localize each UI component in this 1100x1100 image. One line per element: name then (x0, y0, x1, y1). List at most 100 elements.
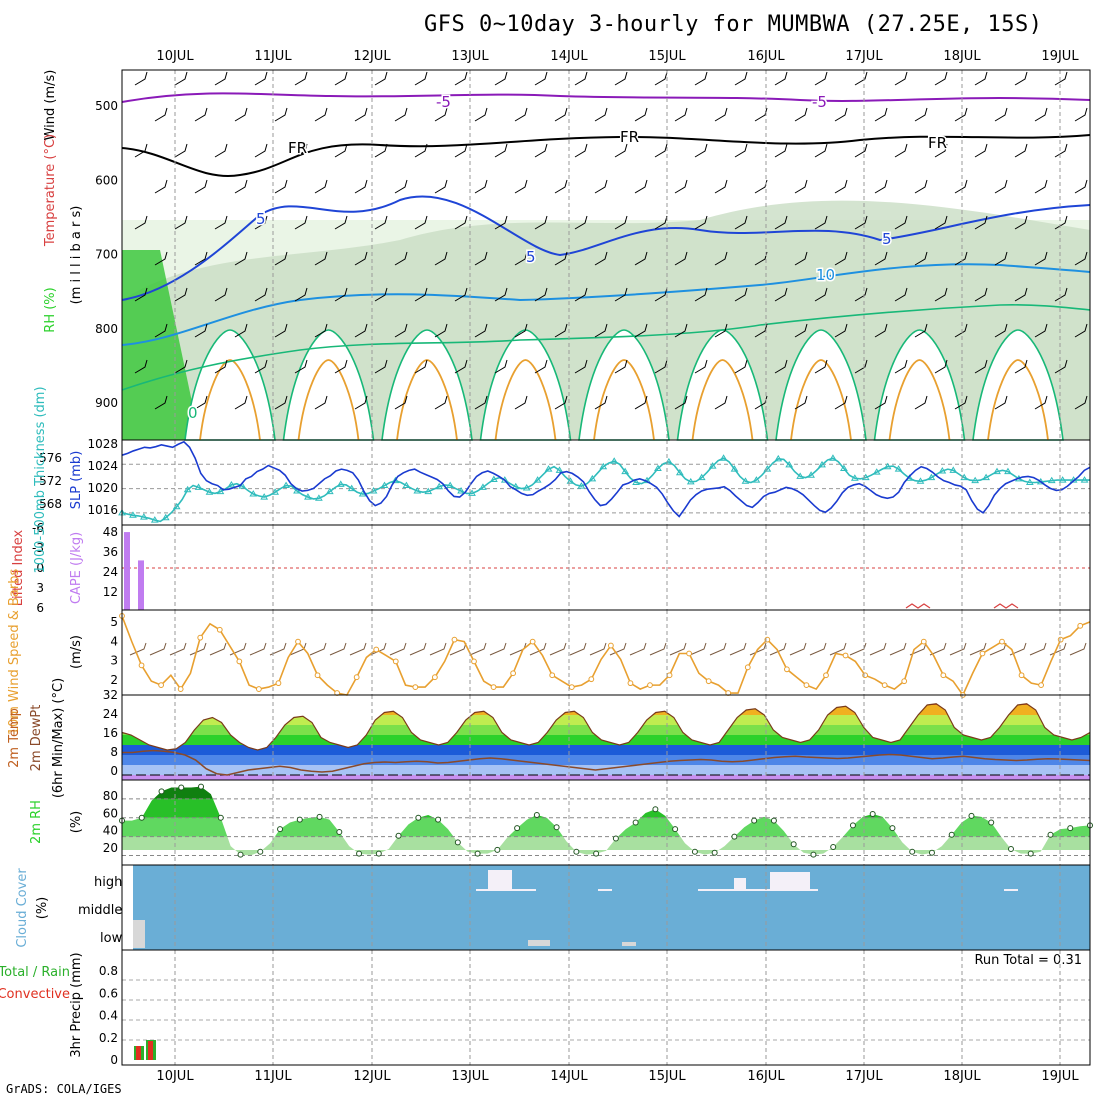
label-temp2m: 2m Temp (7, 708, 22, 768)
thickness-point (577, 482, 586, 489)
wind10-speed-point (1057, 636, 1064, 643)
wind-barb (854, 143, 868, 158)
wind10-barb (969, 642, 987, 656)
temp-bump-inner-0 (199, 359, 261, 441)
thickness-point (730, 465, 739, 472)
wind-barb (734, 71, 748, 86)
temp-band (122, 755, 1090, 765)
precip-tick: 0 (110, 1053, 118, 1067)
wind-barb (854, 287, 868, 302)
wind-barb (834, 251, 848, 266)
contour-5 (121, 195, 1091, 301)
wind-barb (534, 71, 548, 86)
wind-barb (754, 107, 768, 122)
wind-barb (794, 107, 808, 122)
wind-barb (534, 287, 548, 302)
wind-barb (314, 395, 328, 410)
wind10-speed-point (744, 664, 751, 671)
wind-barb (254, 215, 268, 230)
thickness-point (774, 454, 783, 462)
wind-barb (274, 395, 288, 410)
thickness-point (566, 477, 575, 484)
wind-barb (374, 71, 388, 86)
pressure-tick: 500 (95, 99, 118, 113)
thickness-point (993, 467, 1001, 475)
wind-barb (874, 395, 888, 410)
wind-barb (354, 107, 368, 122)
wind-barb (994, 251, 1008, 266)
wind10-speed-point (471, 658, 477, 665)
wind-barb (714, 179, 728, 194)
wind-barb (514, 251, 528, 266)
wind-barb (414, 359, 428, 374)
wind-barb (134, 287, 148, 302)
rh2m-point (395, 832, 402, 839)
wind10-barb (829, 642, 847, 656)
wind-barb (334, 359, 348, 374)
wind-barb (674, 179, 688, 194)
label-rh2m-unit: (%) (69, 811, 84, 834)
thickness-point (380, 481, 389, 489)
date-label-top: 15JUL (648, 49, 686, 64)
wind10-barb (389, 642, 407, 656)
wind-barb (294, 143, 308, 158)
wind-barb (394, 395, 408, 410)
cloud-level-middle: middle (78, 903, 122, 918)
wind-barb (194, 179, 208, 194)
wind-barb (854, 71, 868, 86)
wind-barb (134, 143, 148, 158)
wind10-barb (529, 642, 547, 656)
rh2m-point (435, 816, 442, 823)
temp-band (122, 703, 1090, 705)
rh-band (122, 798, 1090, 818)
wind-barb (494, 359, 508, 374)
label-upper-temp: Temperature (°C) (43, 134, 58, 247)
date-label-top: 12JUL (353, 49, 391, 64)
wind-barb (854, 359, 868, 374)
wind-barb (434, 395, 448, 410)
wind10-tick: 5 (110, 615, 118, 629)
wind10-speed-point (686, 650, 693, 657)
wind10-speed-point (1077, 622, 1084, 629)
wind-barb (174, 71, 188, 86)
rh-band (122, 786, 1090, 799)
wind-barb (1034, 323, 1048, 338)
wind-barb (614, 143, 628, 158)
wind-barb (614, 359, 628, 374)
contour-minus5 (121, 92, 1091, 103)
wind10-speed-point (197, 634, 204, 641)
wind-barb (214, 287, 228, 302)
wind-barb (914, 395, 928, 410)
thickness-point (927, 473, 936, 481)
thickness-point (949, 466, 958, 473)
label-precip-convective: Convective (0, 987, 70, 1002)
wind-barb (534, 143, 548, 158)
wind-barb (1054, 143, 1068, 158)
rh2m-point (375, 850, 382, 857)
slp-tick: 1028 (87, 437, 118, 451)
wind-barb (374, 215, 388, 230)
wind10-speed-point (510, 670, 517, 677)
wind-barb (514, 107, 528, 122)
wind10-speed-point (979, 650, 986, 657)
cloud-level-low: low (100, 931, 123, 946)
wind-barb (574, 359, 588, 374)
wind10-barb (789, 642, 807, 656)
rh2m-point (277, 826, 284, 833)
wind-barb (634, 107, 648, 122)
wind-barb (414, 215, 428, 230)
thickness-point (555, 466, 564, 473)
rh2m-point (909, 848, 916, 855)
rh2m-point (494, 846, 501, 853)
wind-barb (274, 251, 288, 266)
wind-barb (974, 71, 988, 86)
thickness-point (391, 476, 400, 484)
wind-barb (234, 395, 248, 410)
thickness-point (304, 493, 312, 500)
wind-barb (1054, 359, 1068, 374)
rh2m-tick: 80 (103, 789, 118, 803)
wind10-tick: 4 (110, 634, 118, 648)
wind-barb (294, 287, 308, 302)
temp-bump-8 (972, 329, 1064, 441)
wind10-barb (209, 642, 227, 656)
